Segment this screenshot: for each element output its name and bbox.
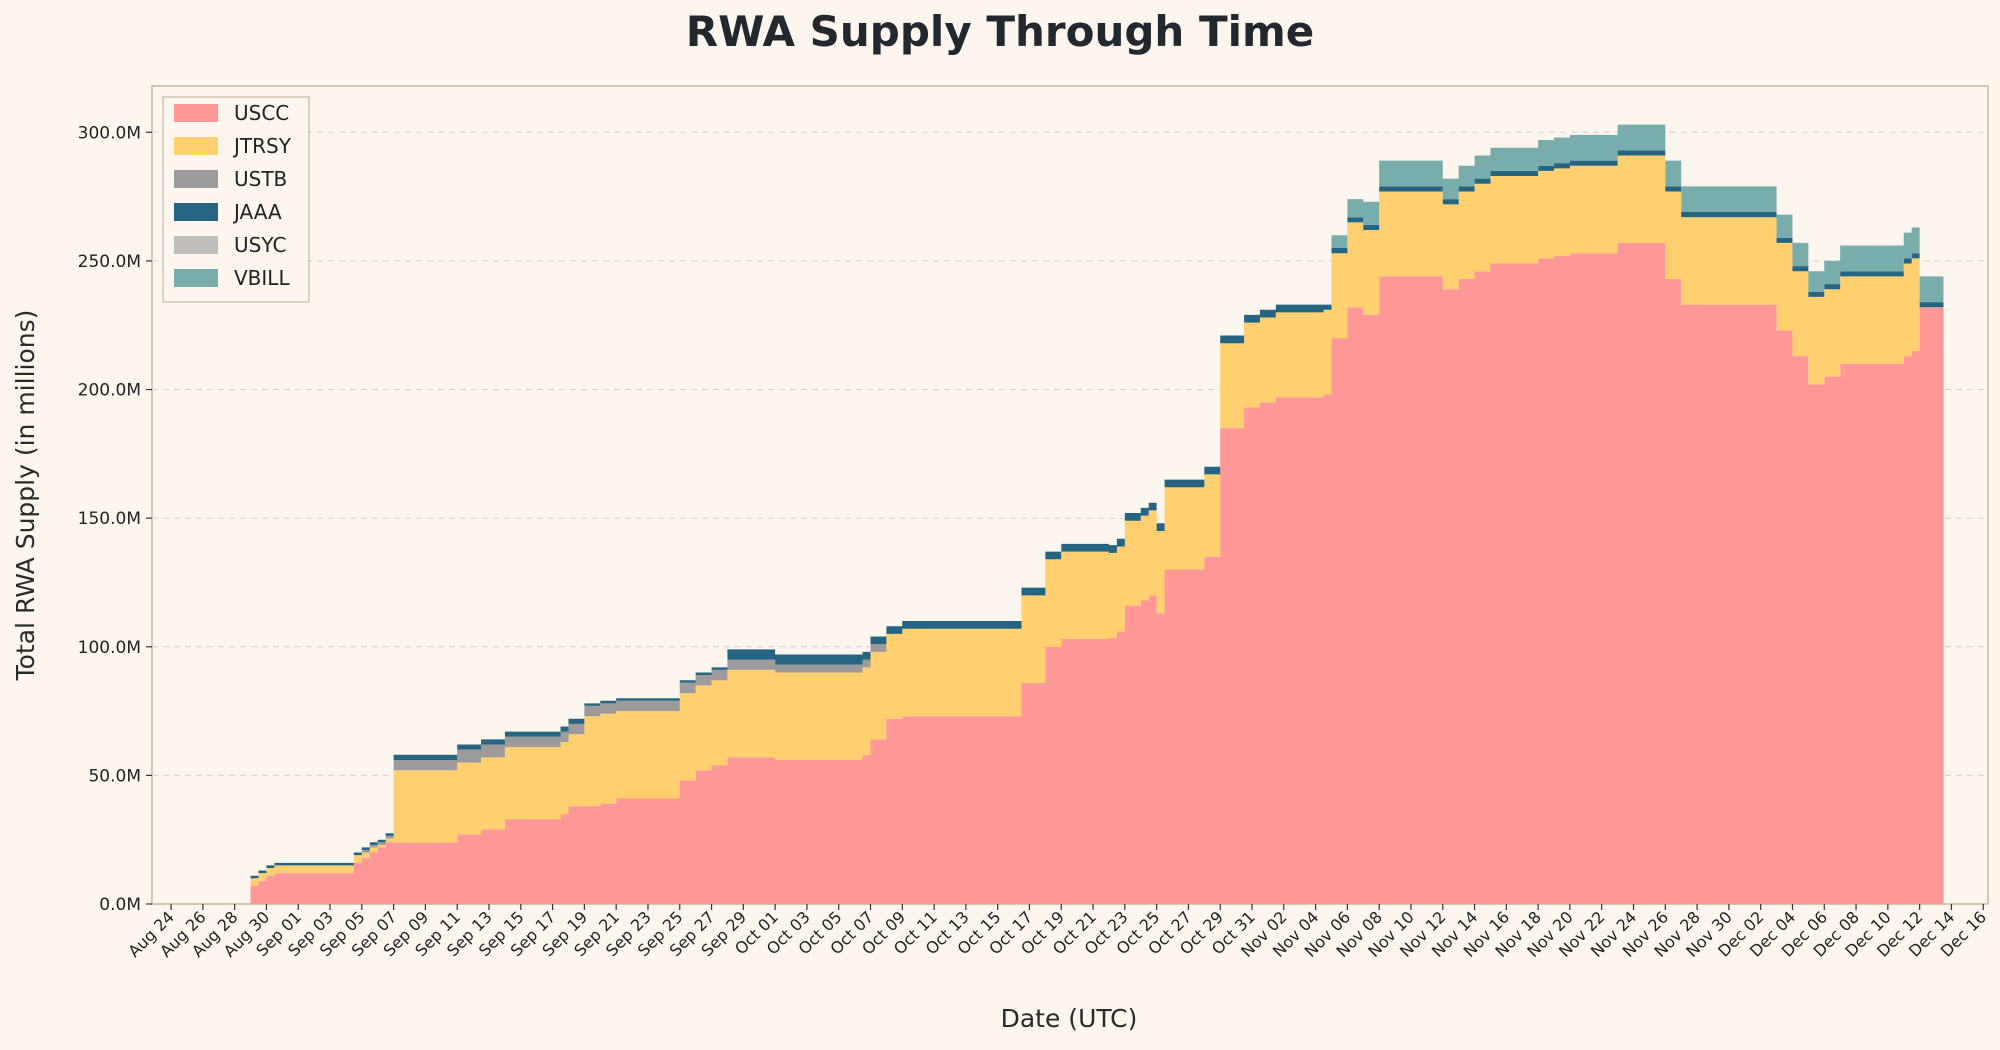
y-axis-label: Total RWA Supply (in millions) [11, 310, 40, 682]
y-tick-label: 250.0M [78, 252, 141, 272]
legend-swatch-vbill [174, 269, 218, 287]
y-tick-label: 200.0M [78, 381, 141, 401]
legend-label-vbill: VBILL [234, 266, 290, 290]
area-layer [250, 124, 1944, 904]
legend-swatch-ustb [174, 170, 218, 188]
legend-label-jaaa: JAAA [232, 200, 282, 224]
area-vbill [250, 124, 1944, 876]
legend-label-jtrsy: JTRSY [232, 134, 292, 158]
legend-box [162, 96, 310, 303]
x-axis-label: Date (UTC) [1001, 1004, 1138, 1033]
legend: USCC JTRSY USTB JAAA USYC VBILL [162, 96, 310, 303]
legend-label-ustb: USTB [234, 167, 287, 191]
chart-title: RWA Supply Through Time [686, 7, 1314, 56]
legend-label-uscc: USCC [234, 101, 289, 125]
y-tick-label: 150.0M [78, 509, 141, 529]
legend-swatch-jtrsy [174, 137, 218, 155]
legend-swatch-jaaa [174, 203, 218, 221]
y-tick-label: 100.0M [78, 638, 141, 658]
legend-label-usyc: USYC [234, 233, 286, 257]
legend-swatch-usyc [174, 236, 218, 254]
y-tick-label: 50.0M [88, 766, 141, 786]
area-jtrsy [250, 155, 1944, 886]
area-uscc [250, 242, 1944, 904]
legend-swatch-uscc [174, 104, 218, 122]
y-tick-label: 0.0M [99, 895, 141, 915]
y-tick-label: 300.0M [78, 123, 141, 143]
